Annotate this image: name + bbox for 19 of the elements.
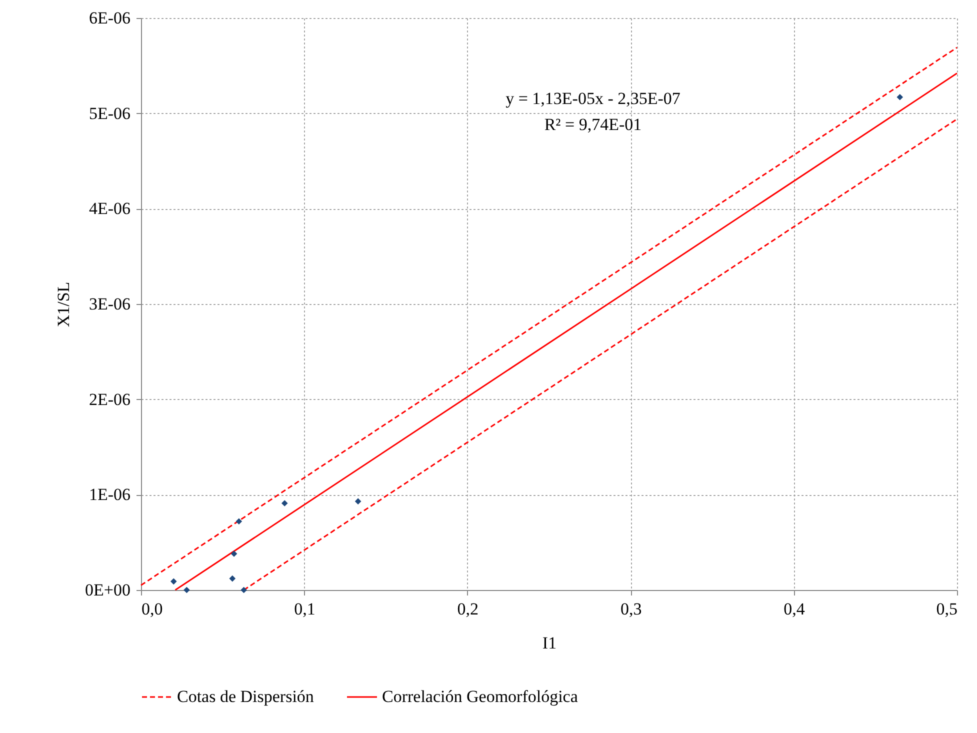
y-tick-label: 1E-06 [88, 485, 130, 504]
y-tick-label: 2E-06 [88, 390, 130, 409]
x-tick-label: 0,0 [142, 600, 163, 618]
x-tick-label: 0,4 [784, 600, 806, 618]
x-axis-title: I1 [542, 634, 557, 652]
annotation: y = 1,13E-05x - 2,35E-07 [506, 89, 681, 108]
x-tick-label: 0,2 [457, 600, 479, 618]
y-tick-label: 4E-06 [88, 199, 130, 218]
y-axis-title: X1/SL [54, 282, 74, 328]
x-tick-label: 0,5 [936, 600, 958, 618]
y-tick-label: 5E-06 [88, 104, 130, 123]
x-tick-label: 0,3 [620, 600, 642, 618]
legend-label: Cotas de Dispersión [177, 687, 314, 706]
y-tick-label: 3E-06 [88, 294, 130, 314]
legend-label: Correlación Geomorfológica [382, 687, 578, 706]
y-tick-label: 6E-06 [88, 8, 130, 28]
y-tick-label: 0E+00 [85, 580, 130, 600]
x-tick-label: 0,1 [294, 600, 316, 618]
annotation: R² = 9,74E-01 [544, 115, 642, 134]
